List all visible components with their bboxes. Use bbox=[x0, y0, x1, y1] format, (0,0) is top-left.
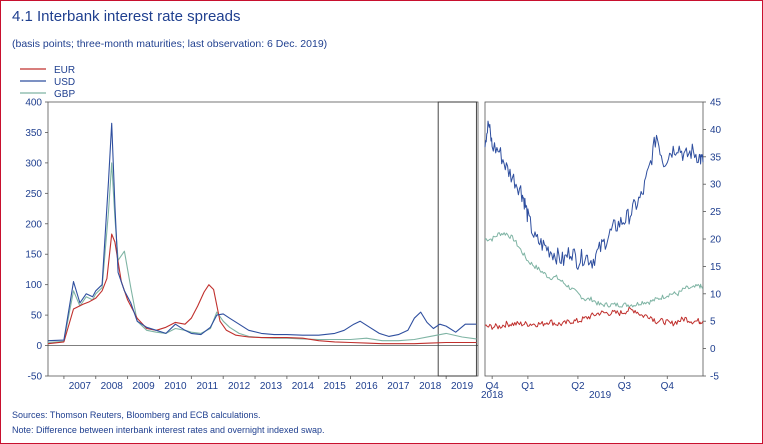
left-y-axis: -50 0 50 100 150 200 250 300 350 400 bbox=[25, 98, 48, 383]
right-x-tick-label: Q4 bbox=[661, 381, 675, 392]
right-y-tick-label: 0 bbox=[710, 344, 716, 355]
right-series-gbp bbox=[484, 232, 704, 308]
left-x-tick-label: 2012 bbox=[228, 381, 251, 392]
left-x-tick-label: 2015 bbox=[324, 381, 347, 392]
right-year-label-2018: 2018 bbox=[481, 390, 504, 401]
left-panel: -50 0 50 100 150 200 250 300 350 400 2007 2008 2009… bbox=[25, 98, 479, 392]
footnote: Note: Difference between interbank inter… bbox=[12, 425, 325, 435]
right-x-axis: Q4 Q1 Q2 Q3 Q4 bbox=[485, 376, 674, 392]
chart-title: 4.1 Interbank interest rate spreads bbox=[12, 8, 241, 25]
right-y-tick-label: 45 bbox=[710, 98, 722, 109]
left-series bbox=[47, 122, 477, 345]
left-x-axis: 2007 2008 2009 2010 2011 2012 2013 2014 2015 2016… bbox=[63, 376, 474, 392]
left-x-tick-label: 2016 bbox=[355, 381, 378, 392]
left-y-tick-label: 150 bbox=[25, 250, 42, 261]
right-y-tick-label: 10 bbox=[710, 289, 722, 300]
right-series-usd bbox=[484, 120, 704, 270]
right-y-tick-label: 5 bbox=[710, 317, 716, 328]
left-x-tick-label: 2010 bbox=[164, 381, 187, 392]
left-x-tick-label: 2009 bbox=[132, 381, 155, 392]
right-y-tick-label: 35 bbox=[710, 152, 722, 163]
right-y-tick-label: 30 bbox=[710, 180, 722, 191]
left-y-tick-label: -50 bbox=[28, 372, 43, 383]
left-y-tick-label: 400 bbox=[25, 98, 42, 109]
left-y-tick-label: 350 bbox=[25, 128, 42, 139]
left-x-tick-label: 2018 bbox=[419, 381, 442, 392]
legend-usd-label: USD bbox=[54, 77, 75, 88]
right-y-axis: -5 0 5 10 15 20 25 30 35 40 45 bbox=[703, 98, 722, 383]
right-x-tick-label: Q3 bbox=[618, 381, 632, 392]
right-series bbox=[484, 120, 704, 330]
left-x-tick-label: 2014 bbox=[292, 381, 315, 392]
right-y-tick-label: -5 bbox=[710, 372, 719, 383]
left-y-tick-label: 250 bbox=[25, 189, 42, 200]
highlight-box bbox=[437, 101, 477, 377]
right-series-eur bbox=[484, 306, 704, 330]
left-y-tick-label: 200 bbox=[25, 219, 42, 230]
legend-gbp-label: GBP bbox=[54, 89, 75, 100]
right-y-tick-label: 15 bbox=[710, 262, 722, 273]
left-series-eur bbox=[47, 233, 477, 345]
legend-eur-label: EUR bbox=[54, 65, 75, 76]
right-y-tick-label: 40 bbox=[710, 125, 722, 136]
left-x-tick-label: 2008 bbox=[101, 381, 124, 392]
left-y-tick-label: 0 bbox=[36, 341, 42, 352]
sources-note: Sources: Thomson Reuters, Bloomberg and … bbox=[12, 410, 261, 420]
right-panel: -5 0 5 10 15 20 25 30 35 40 45 Q4 Q1 Q2 Q3 Q4 bbox=[484, 98, 722, 392]
left-x-tick-label: 2013 bbox=[260, 381, 283, 392]
left-panel-border bbox=[47, 101, 479, 377]
right-x-tick-label: Q2 bbox=[571, 381, 585, 392]
left-x-tick-label: 2011 bbox=[197, 381, 219, 392]
legend: EUR USD GBP bbox=[20, 65, 75, 100]
right-x-tick-label: Q1 bbox=[521, 381, 535, 392]
chart-subtitle: (basis points; three-month maturities; l… bbox=[12, 38, 328, 50]
right-x-tick-label: Q4 bbox=[485, 381, 499, 392]
left-y-tick-label: 100 bbox=[25, 280, 42, 291]
right-year-label-2019: 2019 bbox=[589, 390, 612, 401]
left-y-tick-label: 50 bbox=[31, 311, 43, 322]
left-x-tick-label: 2007 bbox=[69, 381, 92, 392]
left-series-usd bbox=[47, 122, 477, 342]
left-y-tick-label: 300 bbox=[25, 158, 42, 169]
right-y-tick-label: 20 bbox=[710, 235, 722, 246]
right-y-tick-label: 25 bbox=[710, 207, 722, 218]
left-series-gbp bbox=[47, 162, 477, 344]
right-panel-border bbox=[484, 101, 704, 377]
left-x-tick-label: 2019 bbox=[451, 381, 474, 392]
left-x-tick-label: 2017 bbox=[387, 381, 410, 392]
